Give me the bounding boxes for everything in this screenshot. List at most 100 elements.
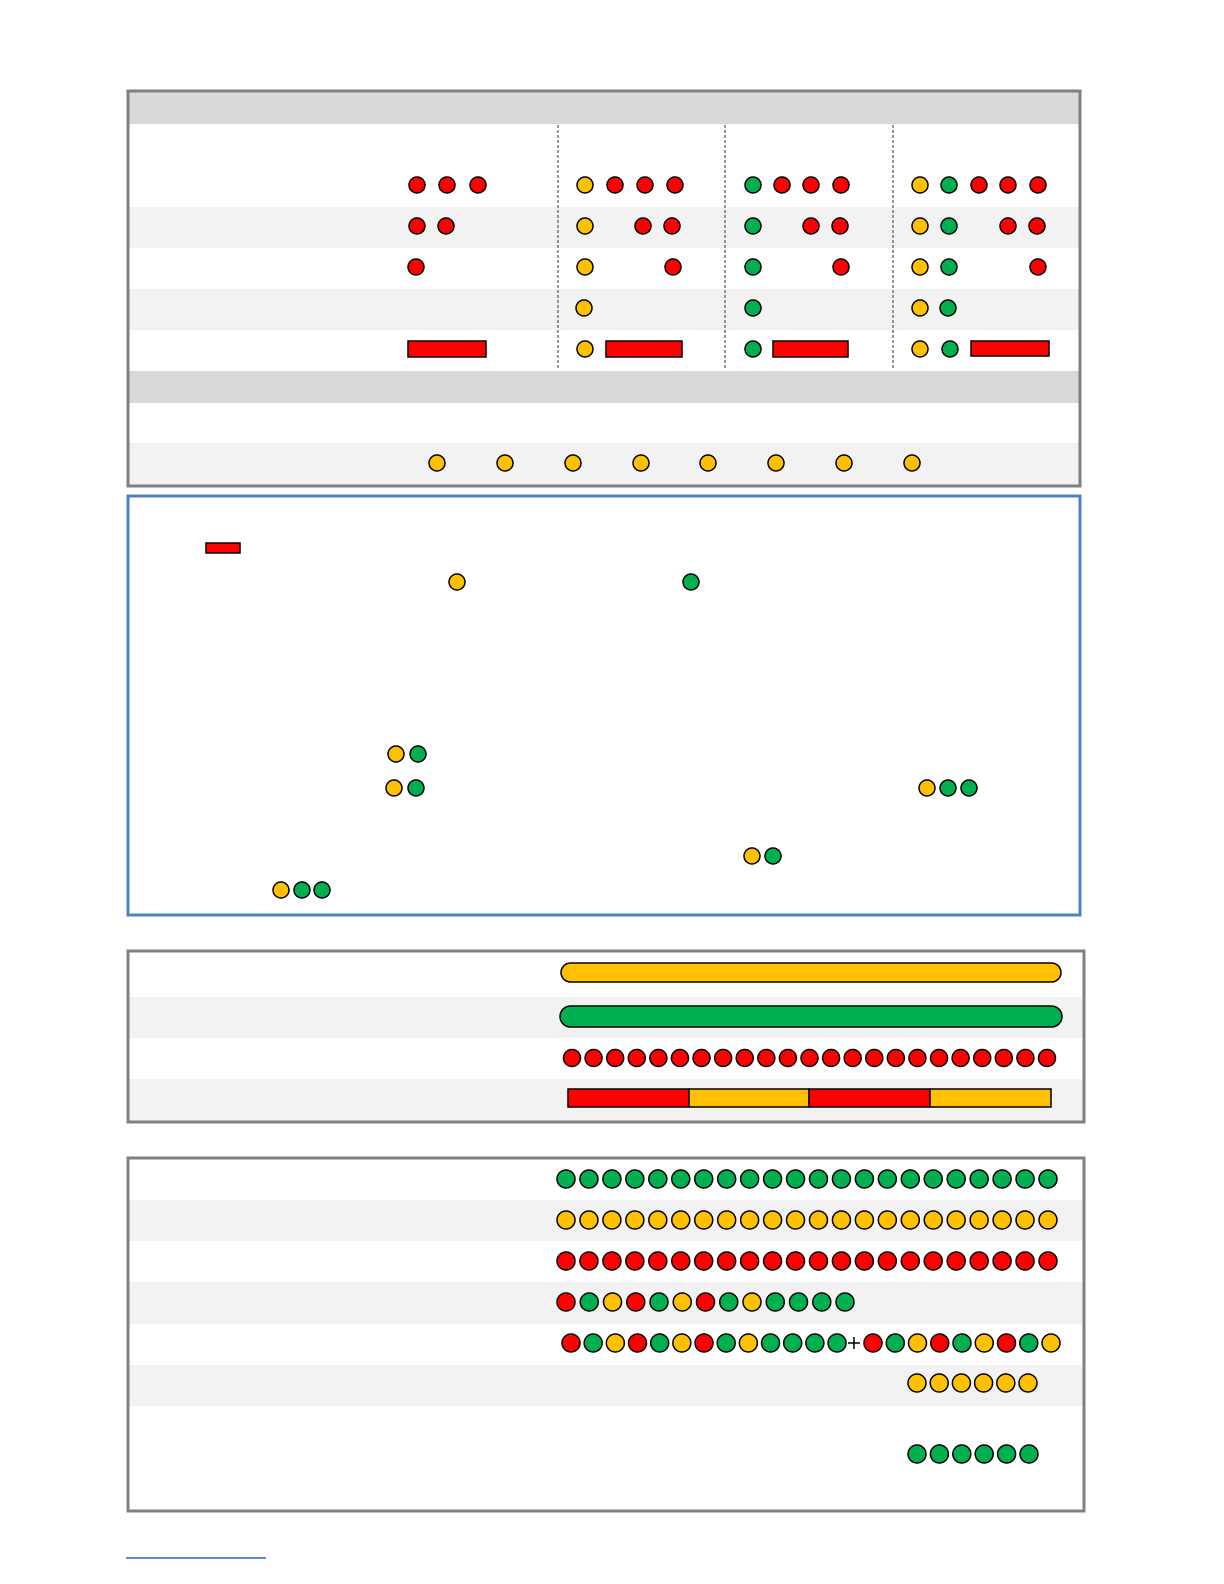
status-bar [688, 1088, 810, 1108]
status-dot [911, 340, 929, 358]
status-dot [744, 299, 762, 317]
status-dot [952, 1444, 972, 1464]
status-dot [802, 176, 820, 194]
status-dot [911, 176, 929, 194]
status-dot [428, 454, 446, 472]
status-dot [831, 1251, 852, 1271]
status-dot [744, 217, 762, 235]
status-dot [1015, 1169, 1035, 1189]
status-dot [808, 1210, 829, 1230]
status-dot [632, 454, 650, 472]
status-dot [694, 1333, 714, 1353]
status-dot [385, 779, 403, 797]
status-dot [764, 847, 782, 865]
status-dot [762, 1169, 783, 1189]
status-dot [408, 217, 426, 235]
status-dot [407, 258, 425, 276]
status-dot [903, 454, 921, 472]
section-band [128, 371, 1080, 403]
status-dot [556, 1251, 576, 1271]
status-dot [969, 1210, 989, 1230]
status-dot [575, 299, 593, 317]
status-dot [785, 1169, 806, 1189]
status-dot [877, 1251, 898, 1271]
status-dot [854, 1169, 875, 1189]
status-dot [437, 217, 455, 235]
status-dot [843, 1048, 862, 1068]
status-dot [911, 258, 929, 276]
status-dot [832, 258, 850, 276]
status-dot [564, 454, 582, 472]
status-dot [999, 217, 1017, 235]
status-dot [636, 176, 654, 194]
status-dot [835, 454, 853, 472]
status-dot [627, 1333, 648, 1353]
status-dot [738, 1333, 759, 1353]
status-dot [692, 1048, 711, 1068]
status-dot [626, 1292, 646, 1312]
panel-border [126, 1156, 1086, 1513]
status-dot [1019, 1333, 1039, 1353]
status-dot [992, 1169, 1012, 1189]
status-dot [666, 176, 684, 194]
status-dot [579, 1292, 599, 1312]
status-dot [1029, 258, 1047, 276]
status-dot [973, 1373, 994, 1393]
status-dot [940, 258, 958, 276]
status-dot [693, 1210, 714, 1230]
status-dot [812, 1292, 832, 1312]
status-dot [996, 1333, 1017, 1353]
status-dot [735, 1048, 754, 1068]
status-dot [1041, 1333, 1061, 1353]
status-dot [739, 1169, 760, 1189]
status-dot [602, 1292, 623, 1312]
status-dot [713, 1048, 733, 1068]
status-bar [205, 542, 241, 554]
status-dot [409, 745, 427, 763]
status-dot [556, 1210, 576, 1230]
status-dot [448, 573, 466, 591]
status-dot [821, 1048, 841, 1068]
status-dot [946, 1210, 966, 1230]
status-dot [992, 1210, 1012, 1230]
status-dot [625, 1169, 645, 1189]
header-band [128, 92, 1080, 124]
status-dot [672, 1292, 692, 1312]
status-dot [605, 1048, 625, 1068]
status-dot [313, 881, 331, 899]
status-dot [960, 779, 978, 797]
status-dot [785, 1210, 806, 1230]
status-dot [663, 217, 681, 235]
status-dot [293, 881, 311, 899]
status-dot [716, 1333, 736, 1353]
status-dot [716, 1210, 737, 1230]
status-dot [670, 1048, 690, 1068]
status-dot [996, 1444, 1017, 1464]
status-dot [805, 1333, 825, 1353]
status-table [126, 89, 1082, 488]
status-pill [559, 1005, 1063, 1028]
status-dot [907, 1444, 927, 1464]
status-dot [951, 1373, 972, 1393]
status-dot [951, 1048, 970, 1068]
status-dot [923, 1210, 943, 1230]
status-dot [1015, 1210, 1035, 1230]
status-dot [923, 1169, 943, 1189]
status-dot [602, 1251, 622, 1271]
status-dot [827, 1333, 847, 1353]
status-dot [576, 258, 594, 276]
status-dot [952, 1333, 972, 1353]
status-dot [648, 1169, 668, 1189]
status-dot [907, 1373, 927, 1393]
status-dot [757, 1048, 776, 1068]
status-dot [900, 1169, 921, 1189]
status-dot [387, 745, 405, 763]
status-dot [974, 1333, 994, 1353]
status-dot [886, 1048, 906, 1068]
status-dot [671, 1210, 691, 1230]
status-dot [561, 1333, 581, 1353]
status-dot [716, 1169, 737, 1189]
status-dot [767, 454, 785, 472]
panel-border [126, 949, 1086, 1124]
